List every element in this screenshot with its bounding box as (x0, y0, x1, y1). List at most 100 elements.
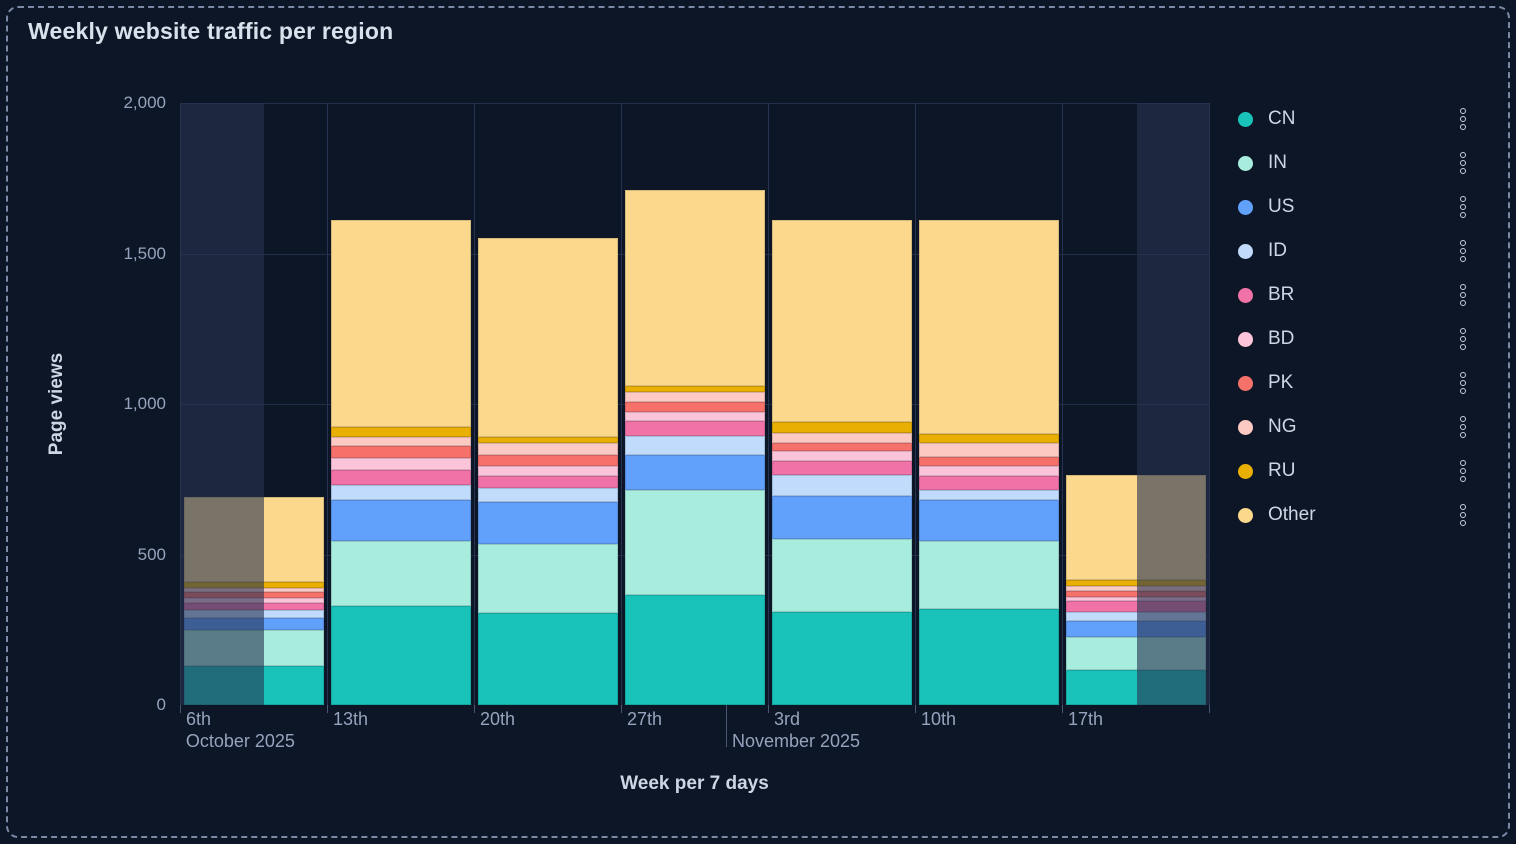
bar-segment-ID-13th[interactable] (330, 485, 471, 501)
kebab-dot (1460, 424, 1466, 430)
bar-segment-ID-3rd[interactable] (771, 474, 912, 496)
kebab-menu-icon[interactable] (1456, 150, 1470, 176)
bar-segment-NG-20th[interactable] (477, 443, 618, 456)
kebab-dot (1460, 160, 1466, 166)
legend-label: CN (1268, 108, 1296, 129)
legend-item-RU[interactable]: RU (1238, 449, 1476, 493)
bar-segment-NG-3rd[interactable] (771, 432, 912, 444)
kebab-dot (1460, 248, 1466, 254)
bar-segment-US-13th[interactable] (330, 500, 471, 541)
bar-segment-NG-13th[interactable] (330, 437, 471, 447)
kebab-dot (1460, 388, 1466, 394)
bar-segment-PK-13th[interactable] (330, 446, 471, 459)
bar-segment-BD-20th[interactable] (477, 465, 618, 477)
legend-item-BD[interactable]: BD (1238, 317, 1476, 361)
bar-segment-ID-27th[interactable] (624, 435, 765, 456)
bar-segment-RU-20th[interactable] (477, 437, 618, 444)
bar-segment-BR-10th[interactable] (918, 476, 1059, 490)
legend-item-NG[interactable]: NG (1238, 405, 1476, 449)
bar-segment-IN-10th[interactable] (918, 540, 1059, 609)
bar-segment-RU-10th[interactable] (918, 434, 1059, 444)
bar-segment-BR-13th[interactable] (330, 470, 471, 486)
gridline-vertical (915, 103, 916, 705)
legend-color-dot-icon (1238, 111, 1253, 127)
bar-segment-PK-3rd[interactable] (771, 443, 912, 451)
x-tick-mark (1209, 705, 1210, 713)
bar-segment-RU-3rd[interactable] (771, 422, 912, 433)
kebab-menu-icon[interactable] (1456, 414, 1470, 440)
bar-segment-NG-27th[interactable] (624, 391, 765, 403)
bar-segment-NG-10th[interactable] (918, 443, 1059, 457)
bar-segment-Other-20th[interactable] (477, 238, 618, 438)
kebab-dot (1460, 204, 1466, 210)
x-tick-mark (180, 705, 181, 713)
legend-item-ID[interactable]: ID (1238, 229, 1476, 273)
x-tick-mark (474, 705, 475, 713)
legend-item-BR[interactable]: BR (1238, 273, 1476, 317)
bar-segment-IN-13th[interactable] (330, 540, 471, 606)
x-tick-mark (621, 705, 622, 713)
bar-segment-PK-10th[interactable] (918, 456, 1059, 466)
kebab-menu-icon[interactable] (1456, 106, 1470, 132)
bar-segment-RU-13th[interactable] (330, 426, 471, 438)
bar-segment-BD-27th[interactable] (624, 411, 765, 421)
bar-segment-Other-13th[interactable] (330, 220, 471, 427)
bar-segment-BD-13th[interactable] (330, 458, 471, 471)
legend-color-dot-icon (1238, 463, 1253, 479)
bar-segment-IN-3rd[interactable] (771, 539, 912, 612)
bar-segment-BD-3rd[interactable] (771, 450, 912, 462)
bar-segment-CN-10th[interactable] (918, 608, 1059, 705)
kebab-dot (1460, 476, 1466, 482)
x-tick-label: 6th (186, 709, 212, 729)
bar-segment-IN-20th[interactable] (477, 543, 618, 614)
bar-segment-US-20th[interactable] (477, 501, 618, 544)
bar-segment-PK-27th[interactable] (624, 402, 765, 412)
bar-segment-CN-27th[interactable] (624, 595, 765, 705)
legend-label: IN (1268, 152, 1287, 173)
bar-segment-CN-20th[interactable] (477, 613, 618, 705)
bar-segment-CN-3rd[interactable] (771, 611, 912, 705)
kebab-dot (1460, 468, 1466, 474)
kebab-menu-icon[interactable] (1456, 502, 1470, 528)
legend-item-CN[interactable]: CN (1238, 97, 1476, 141)
bar-segment-US-27th[interactable] (624, 455, 765, 490)
bar-segment-BR-20th[interactable] (477, 476, 618, 489)
bar-segment-BR-3rd[interactable] (771, 461, 912, 475)
kebab-dot (1460, 372, 1466, 378)
bar-segment-PK-20th[interactable] (477, 455, 618, 466)
kebab-menu-icon[interactable] (1456, 238, 1470, 264)
bar-segment-BR-27th[interactable] (624, 420, 765, 436)
kebab-dot (1460, 380, 1466, 386)
legend-item-US[interactable]: US (1238, 185, 1476, 229)
bar-segment-US-10th[interactable] (918, 500, 1059, 541)
bar-segment-BD-10th[interactable] (918, 465, 1059, 477)
kebab-menu-icon[interactable] (1456, 282, 1470, 308)
bar-segment-CN-13th[interactable] (330, 605, 471, 705)
kebab-menu-icon[interactable] (1456, 370, 1470, 396)
legend-label: US (1268, 196, 1295, 217)
x-axis-title: Week per 7 days (620, 773, 769, 794)
legend-item-PK[interactable]: PK (1238, 361, 1476, 405)
bar-segment-ID-10th[interactable] (918, 489, 1059, 501)
bar-segment-RU-27th[interactable] (624, 385, 765, 392)
legend-color-dot-icon (1238, 375, 1253, 391)
kebab-menu-icon[interactable] (1456, 458, 1470, 484)
kebab-menu-icon[interactable] (1456, 194, 1470, 220)
bar-segment-Other-10th[interactable] (918, 220, 1059, 435)
x-tick-mark (1062, 705, 1063, 713)
out-of-range-overlay (180, 103, 264, 705)
bar-segment-ID-20th[interactable] (477, 488, 618, 502)
legend-item-Other[interactable]: Other (1238, 493, 1476, 537)
gridline-vertical (327, 103, 328, 705)
kebab-dot (1460, 256, 1466, 262)
x-tick-mark (915, 705, 916, 713)
bar-segment-US-3rd[interactable] (771, 495, 912, 540)
bar-segment-Other-27th[interactable] (624, 190, 765, 386)
legend-item-IN[interactable]: IN (1238, 141, 1476, 185)
kebab-dot (1460, 520, 1466, 526)
x-tick-label: 20th (480, 709, 516, 729)
bar-segment-Other-3rd[interactable] (771, 220, 912, 423)
kebab-menu-icon[interactable] (1456, 326, 1470, 352)
bar-segment-IN-27th[interactable] (624, 489, 765, 596)
x-tick-label: 13th (333, 709, 369, 729)
